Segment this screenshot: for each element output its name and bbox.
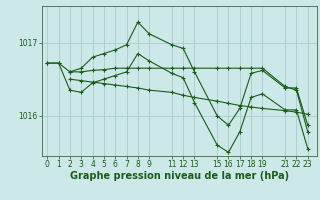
X-axis label: Graphe pression niveau de la mer (hPa): Graphe pression niveau de la mer (hPa) xyxy=(70,171,289,181)
